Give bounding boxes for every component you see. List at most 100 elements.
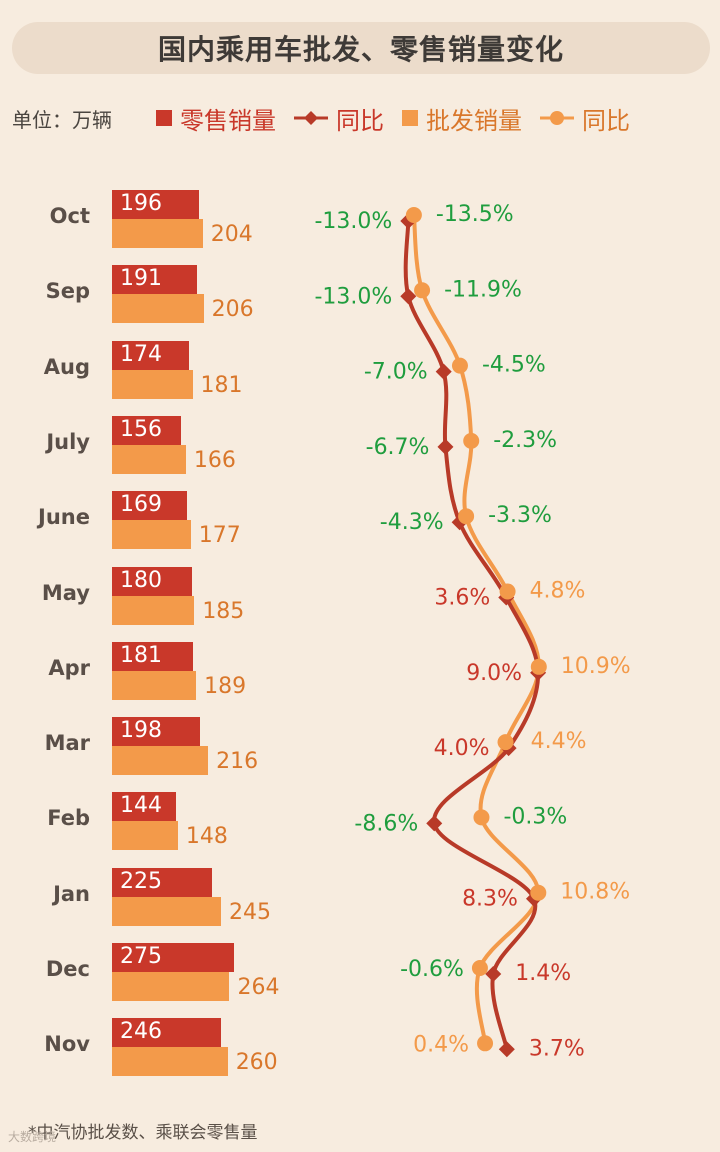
wholesale-yoy-label: -3.3%: [488, 503, 552, 528]
wholesale-bar: [112, 294, 204, 324]
wholesale-yoy-label: 0.4%: [413, 1032, 469, 1057]
wholesale-bar: [112, 520, 191, 550]
wholesale-yoy-marker: [414, 282, 431, 299]
wholesale-yoy-marker: [405, 207, 422, 223]
retail-bar: [112, 717, 201, 747]
retail-bar: [112, 867, 213, 897]
retail-yoy-label: 3.7%: [529, 1036, 585, 1061]
month-label: Nov: [44, 1032, 90, 1057]
wholesale-yoy-label: -0.6%: [400, 957, 464, 982]
retail-yoy-label: 4.0%: [434, 736, 490, 761]
retail-value-label: 225: [120, 868, 162, 894]
circle-line-icon: [540, 111, 574, 125]
wholesale-yoy-marker: [458, 508, 475, 525]
retail-value-label: 180: [120, 567, 162, 593]
retail-yoy-label: -8.6%: [354, 811, 418, 836]
wholesale-yoy-marker: [473, 809, 490, 826]
title-banner: 国内乘用车批发、零售销量变化: [12, 22, 710, 74]
month-label: June: [38, 505, 90, 530]
wholesale-value-label: 189: [204, 673, 247, 699]
month-label: July: [46, 429, 90, 454]
wholesale-bar: [112, 746, 209, 776]
wholesale-yoy-marker: [463, 432, 480, 449]
month-label: Apr: [48, 655, 90, 680]
retail-value-label: 246: [120, 1019, 162, 1045]
wholesale-yoy-marker: [499, 583, 516, 600]
wholesale-bar: [112, 369, 193, 399]
unit-label: 单位：万辆: [12, 107, 112, 132]
month-label: Dec: [45, 957, 90, 981]
month-label: Aug: [43, 354, 90, 379]
retail-bar: [112, 792, 177, 822]
wholesale-bar: [112, 595, 195, 625]
wholesale-square-icon: [402, 110, 418, 126]
month-label: Feb: [47, 806, 90, 831]
legend-label-wholesale: 批发销量: [426, 106, 522, 135]
wholesale-value-label: 181: [200, 372, 243, 398]
wholesale-value-label: 166: [193, 447, 236, 473]
retail-square-icon: [156, 110, 172, 126]
retail-bar: [112, 491, 188, 521]
wholesale-yoy-label: -11.9%: [444, 277, 522, 302]
retail-yoy-label: -4.3%: [380, 510, 444, 535]
retail-yoy-label: 3.6%: [434, 586, 490, 611]
wholesale-yoy-marker: [530, 658, 547, 675]
retail-value-label: 196: [120, 191, 162, 216]
retail-value-label: 275: [120, 944, 162, 969]
month-label: Oct: [49, 204, 90, 228]
retail-value-label: 174: [120, 341, 162, 367]
month-label: Mar: [44, 731, 90, 756]
chart-title: 国内乘用车批发、零售销量变化: [157, 33, 564, 66]
retail-yoy-marker: [498, 1041, 515, 1058]
wholesale-yoy-line: [411, 214, 541, 1044]
wholesale-bar: [112, 444, 186, 474]
retail-bar: [112, 190, 200, 219]
legend-item-wholesale-yoy: 同比: [540, 101, 630, 136]
month-label: May: [41, 580, 90, 605]
retail-bar: [112, 415, 182, 445]
wholesale-value-label: 177: [198, 523, 241, 549]
legend-item-retail: 零售销量: [156, 101, 276, 136]
retail-yoy-marker: [485, 966, 502, 982]
retail-value-label: 169: [120, 492, 162, 518]
wholesale-value-label: 245: [229, 899, 272, 925]
legend-label-retail: 零售销量: [180, 106, 276, 135]
footnote: *中汽协批发数、乘联会零售量: [28, 1123, 258, 1143]
retail-bar: [112, 641, 193, 671]
retail-yoy-marker: [437, 438, 454, 455]
wholesale-yoy-label: -13.5%: [436, 202, 514, 227]
retail-value-label: 156: [120, 416, 162, 442]
wholesale-bar: [112, 219, 203, 248]
wholesale-yoy-label: 4.4%: [531, 729, 587, 754]
retail-value-label: 198: [120, 718, 162, 744]
legend-label-wholesale-yoy: 同比: [582, 106, 630, 135]
retail-yoy-label: -6.7%: [366, 435, 430, 460]
wholesale-bar: [112, 896, 222, 926]
wholesale-yoy-marker: [530, 884, 547, 901]
retail-yoy-label: 1.4%: [515, 961, 571, 986]
retail-value-label: 191: [120, 266, 162, 292]
month-label: Jan: [53, 881, 90, 906]
diamond-line-icon: [294, 111, 328, 125]
retail-bar: [112, 566, 193, 596]
wholesale-bar: [112, 972, 230, 1001]
wholesale-value-label: 206: [211, 297, 254, 323]
wholesale-yoy-label: 10.8%: [560, 880, 630, 905]
retail-value-label: 144: [120, 793, 162, 819]
wholesale-yoy-label: -0.3%: [503, 804, 567, 829]
wholesale-yoy-label: -2.3%: [493, 428, 557, 453]
wholesale-value-label: 204: [210, 222, 253, 247]
retail-yoy-label: -7.0%: [364, 360, 428, 385]
wholesale-yoy-marker: [497, 734, 514, 751]
legend-item-wholesale: 批发销量: [402, 101, 522, 136]
retail-bar: [112, 1018, 222, 1048]
wholesale-bar: [112, 1047, 228, 1077]
legend: 单位：万辆 零售销量 同比 批发销量 同比: [12, 100, 712, 136]
wholesale-yoy-marker: [451, 357, 468, 374]
retail-bar: [112, 943, 235, 972]
retail-yoy-label: 8.3%: [462, 887, 518, 912]
wholesale-value-label: 148: [185, 824, 228, 850]
retail-bar: [112, 265, 197, 295]
wholesale-yoy-label: -4.5%: [482, 353, 546, 378]
